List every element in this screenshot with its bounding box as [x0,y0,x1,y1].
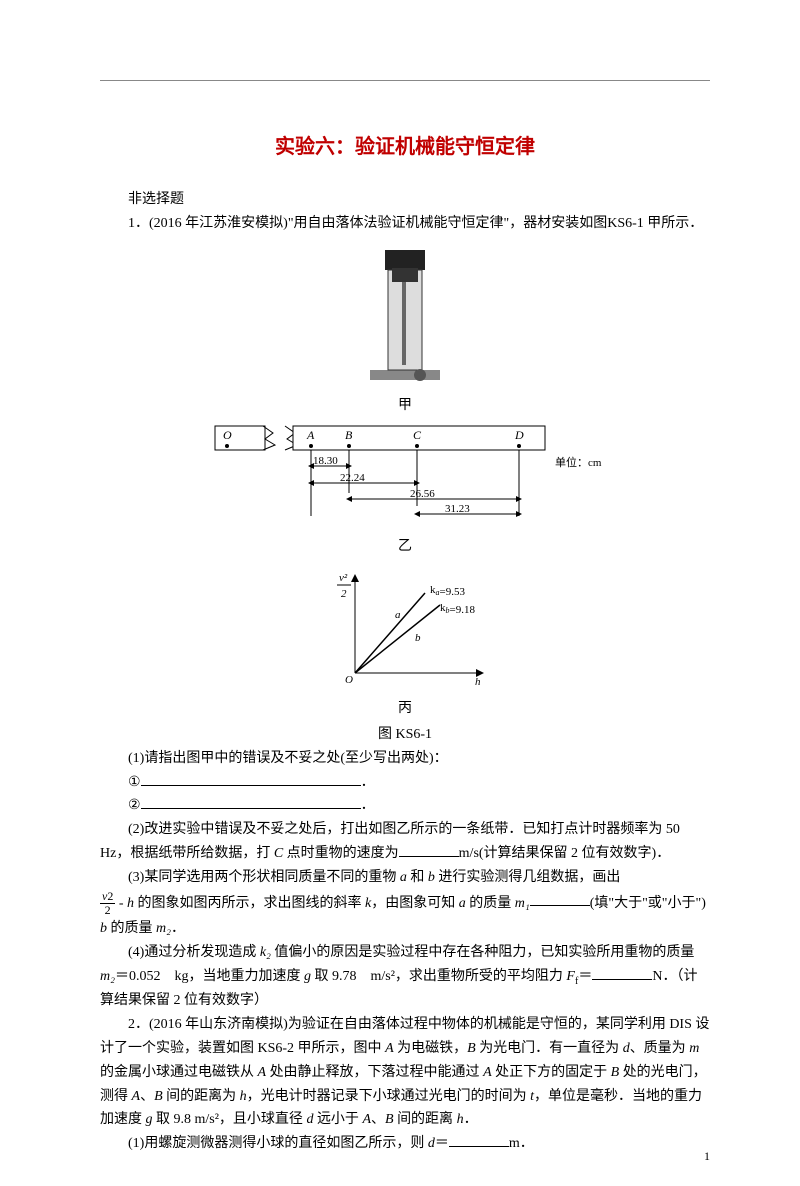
blank-line-1: ①． [100,771,710,795]
svg-text:22.24: 22.24 [340,472,365,484]
svg-text:O: O [223,428,232,442]
q1-intro: 1．(2016 年江苏淮安模拟)"用自由落体法验证机械能守恒定律"，器材安装如图… [100,212,710,236]
caption-bing: 丙 [100,697,710,721]
q1-3-line2: v22 - h 的图象如图丙所示，求出图线的斜率 k，由图象可知 a 的质量 m… [100,890,710,941]
svg-text:2: 2 [341,588,347,600]
svg-text:A: A [306,428,315,442]
svg-text:O: O [345,674,353,686]
svg-text:ka=9.53: ka=9.53 [430,584,465,598]
figure-bing: a b O h v² 2 ka=9.53 kb=9.18 [100,563,710,693]
figure-jia [100,240,710,390]
caption-fig: 图 KS6-1 [100,723,710,747]
figure-yi: O A B C D [100,421,710,531]
q1-2: (2)改进实验中错误及不妥之处后，打出如图乙所示的一条纸带．已知打点计时器频率为… [100,818,710,866]
page-number: 1 [704,1146,710,1166]
svg-text:a: a [395,609,401,621]
svg-text:31.23: 31.23 [445,503,470,515]
svg-text:kb=9.18: kb=9.18 [440,602,475,616]
svg-text:B: B [345,428,353,442]
svg-text:h: h [475,676,481,688]
q1-3: (3)某同学选用两个形状相同质量不同的重物 a 和 b 进行实验测得几组数据，画… [100,866,710,890]
svg-text:D: D [514,428,524,442]
caption-yi: 乙 [100,535,710,559]
svg-text:C: C [413,428,422,442]
q1-1: (1)请指出图甲中的错误及不妥之处(至少写出两处)： [100,747,710,771]
blank-line-2: ②． [100,794,710,818]
q1-4: (4)通过分析发现造成 k₂ 值偏小的原因是实验过程中存在各种阻力，已知实验所用… [100,941,710,1013]
q2-1: (1)用螺旋测微器测得小球的直径如图乙所示，则 d＝m． [100,1132,710,1156]
header-rule [100,80,710,81]
svg-text:18.30: 18.30 [313,455,338,467]
svg-text:单位：cm: 单位：cm [555,455,602,469]
svg-text:26.56: 26.56 [410,488,435,500]
q2: 2．(2016 年山东济南模拟)为验证在自由落体过程中物体的机械能是守恒的，某同… [100,1013,710,1132]
page-title: 实验六：验证机械能守恒定律 [100,130,710,164]
svg-text:b: b [415,632,421,644]
section-label: 非选择题 [100,188,710,212]
svg-text:v²: v² [339,572,348,584]
caption-jia: 甲 [100,394,710,418]
